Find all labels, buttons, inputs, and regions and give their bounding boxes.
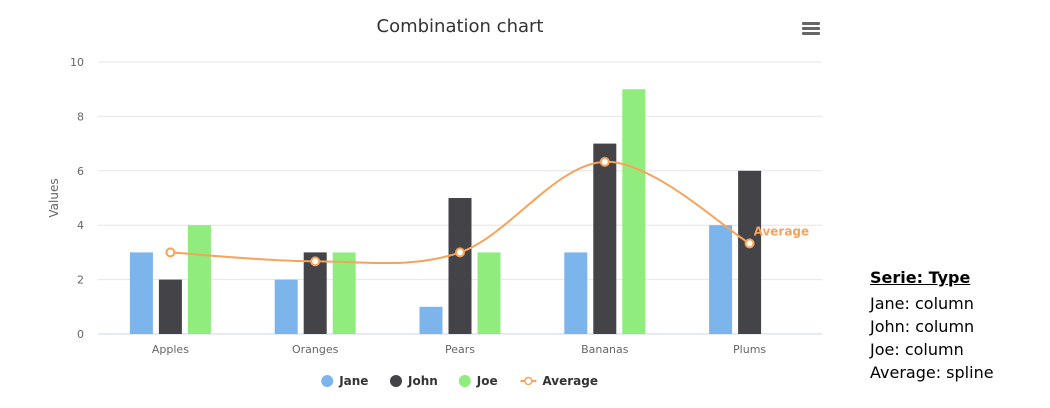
legend-symbol-john[interactable] <box>390 375 402 387</box>
y-tick-label: 4 <box>77 219 84 232</box>
bar-joe[interactable] <box>477 252 501 334</box>
combination-chart: Combination chart 0 2 4 6 8 10 Values Apples Oran… <box>47 16 822 388</box>
legend-label-john[interactable]: John <box>407 374 438 388</box>
bar-joe[interactable] <box>332 252 356 334</box>
legend-label-average[interactable]: Average <box>542 374 598 388</box>
bar-jane[interactable] <box>709 225 733 334</box>
bar-joe[interactable] <box>622 89 646 334</box>
x-tick-label: Pears <box>445 343 475 356</box>
legend-symbol-jane[interactable] <box>321 375 334 387</box>
average-point[interactable] <box>165 247 176 258</box>
legend-symbol-joe[interactable] <box>458 375 471 387</box>
average-point[interactable] <box>310 256 321 267</box>
x-tick-label: Apples <box>152 343 189 356</box>
average-end-label: Average <box>754 224 810 238</box>
legend-label-joe[interactable]: Joe <box>476 374 498 388</box>
series-type-title: Serie: Type <box>870 268 971 287</box>
bar-john[interactable] <box>448 198 472 334</box>
bar-john[interactable] <box>158 279 182 334</box>
bar-john[interactable] <box>593 143 617 334</box>
bar-jane[interactable] <box>564 252 588 334</box>
chart-title: Combination chart <box>377 16 544 37</box>
y-tick-label: 6 <box>77 165 84 178</box>
bar-john[interactable] <box>303 252 327 334</box>
y-tick-label: 2 <box>77 274 84 287</box>
bar-jane[interactable] <box>274 279 298 334</box>
bar-john[interactable] <box>738 170 762 334</box>
series-type-panel: Serie: Type Jane: column John: column Jo… <box>870 268 1040 384</box>
y-axis-label: Values <box>47 178 61 217</box>
y-tick-label: 8 <box>77 110 84 123</box>
bar-jane[interactable] <box>419 306 443 334</box>
y-tick-label: 10 <box>70 56 84 69</box>
series-type-row-joe: Joe: column <box>870 340 964 359</box>
y-tick-label: 0 <box>77 328 84 341</box>
hamburger-menu-icon[interactable] <box>800 20 822 40</box>
legend-label-jane[interactable]: Jane <box>338 374 368 388</box>
series-type-row-jane: Jane: column <box>870 294 974 313</box>
series-type-row-john: John: column <box>870 317 975 336</box>
bar-jane[interactable] <box>129 252 153 334</box>
average-point[interactable] <box>455 247 465 258</box>
average-point[interactable] <box>599 156 610 167</box>
chart-svg: Combination chart 0 2 4 6 8 10 Values Apples Oran… <box>47 16 822 388</box>
average-point[interactable] <box>744 238 755 249</box>
x-tick-label: Oranges <box>292 343 339 356</box>
x-tick-label: Bananas <box>581 343 629 356</box>
bar-joe[interactable] <box>187 225 211 334</box>
legend-marker-average[interactable] <box>524 376 533 386</box>
series-type-row-average: Average: spline <box>870 363 994 382</box>
x-tick-label: Plums <box>733 343 766 356</box>
